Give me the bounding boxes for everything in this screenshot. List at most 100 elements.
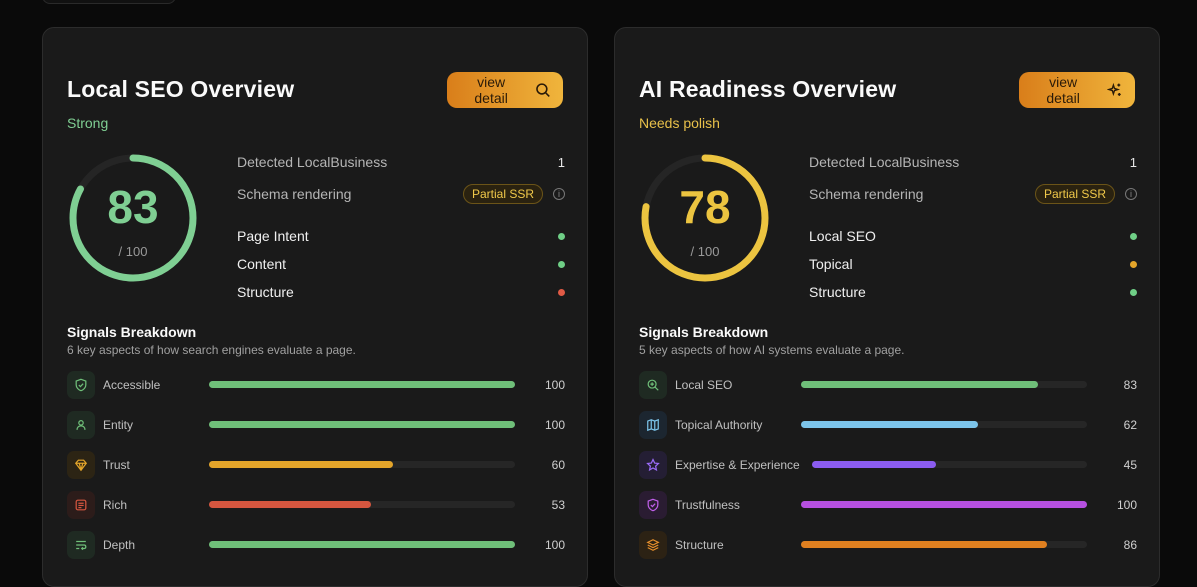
score-value: 78 [679, 181, 731, 233]
signal-row: Trust 60 [67, 451, 565, 479]
info-icon[interactable]: i [1125, 188, 1137, 200]
schema-badge: Partial SSR [462, 184, 543, 204]
signal-track [209, 461, 515, 468]
detected-label: Detected LocalBusiness [809, 154, 960, 170]
signal-row: Trustfulness 100 [639, 491, 1137, 519]
detected-label: Detected LocalBusiness [237, 154, 388, 170]
schema-badge: Partial SSR [1034, 184, 1115, 204]
schema-label: Schema rendering [809, 186, 924, 202]
signal-bar-fill [812, 461, 936, 468]
sparkles-icon [1107, 82, 1122, 97]
check-label: Page Intent [237, 228, 309, 244]
signal-track [812, 461, 1087, 468]
signal-value: 100 [544, 418, 565, 432]
signal-track [209, 421, 515, 428]
score-ring [69, 154, 197, 282]
signal-label: Expertise & Experience [675, 458, 800, 472]
check-label: Local SEO [809, 228, 876, 244]
signal-track [801, 381, 1087, 388]
status-dot [558, 232, 565, 240]
signal-label: Local SEO [675, 378, 733, 392]
wrap-text-icon [67, 531, 95, 559]
score-max: / 100 [118, 244, 148, 259]
diamond-icon [67, 451, 95, 479]
top-control-stub [42, 0, 176, 4]
signals-subtitle: 5 key aspects of how AI systems evaluate… [639, 343, 905, 357]
signal-track [209, 501, 515, 508]
schema-label: Schema rendering [237, 186, 352, 202]
score-max: / 100 [690, 244, 720, 259]
card-title: Local SEO Overview [67, 76, 295, 102]
signal-label: Entity [103, 418, 134, 432]
signal-bar-fill [209, 541, 515, 548]
score-gauge: 78 / 100 [639, 152, 771, 284]
status-dot [558, 260, 565, 268]
signal-row: Accessible 100 [67, 371, 565, 399]
shield-check-icon [639, 491, 667, 519]
signals-subtitle: 6 key aspects of how search engines eval… [67, 343, 356, 357]
signal-bar-fill [801, 501, 1087, 508]
signal-value: 100 [1116, 498, 1137, 512]
signal-label: Topical Authority [675, 418, 763, 432]
signal-label: Structure [675, 538, 724, 552]
search-icon [536, 83, 551, 97]
check-label: Content [237, 256, 287, 272]
signals-title: Signals Breakdown [639, 324, 769, 340]
signal-row: Expertise & Experience 45 [639, 451, 1137, 479]
signal-label: Rich [103, 498, 128, 512]
view-detail-label: view detail [474, 74, 508, 106]
signal-value: 83 [1123, 378, 1137, 392]
zoom-in-icon [639, 371, 667, 399]
list-box-icon [67, 491, 95, 519]
signal-value: 45 [1123, 458, 1137, 472]
ai-readiness-card: AI Readiness Overview Needs polish view … [614, 27, 1160, 587]
signal-track [209, 541, 515, 548]
detected-value: 1 [1129, 154, 1137, 170]
local-seo-card: Local SEO Overview Strong view detail 83… [42, 27, 588, 587]
signal-track [801, 541, 1087, 548]
signal-label: Trustfulness [675, 498, 740, 512]
status-dot [1130, 288, 1137, 296]
score-ring-arc [641, 154, 769, 282]
signal-label: Trust [103, 458, 130, 472]
check-label: Structure [237, 284, 294, 300]
card-title: AI Readiness Overview [639, 76, 897, 102]
check-label: Topical [809, 256, 853, 272]
info-icon[interactable]: i [553, 188, 565, 200]
signal-row: Topical Authority 62 [639, 411, 1137, 439]
view-detail-button[interactable]: view detail [1019, 72, 1135, 108]
status-dot [558, 288, 565, 296]
signal-bar-fill [801, 421, 979, 428]
score-gauge: 83 / 100 [67, 152, 199, 284]
view-detail-button[interactable]: view detail [447, 72, 563, 108]
signal-row: Local SEO 83 [639, 371, 1137, 399]
status-dot [1130, 232, 1137, 240]
score-value: 83 [107, 181, 159, 233]
signal-bar-fill [209, 421, 515, 428]
signal-value: 60 [551, 458, 565, 472]
signal-row: Entity 100 [67, 411, 565, 439]
signal-value: 62 [1123, 418, 1137, 432]
map-icon [639, 411, 667, 439]
signal-label: Depth [103, 538, 136, 552]
detected-value: 1 [557, 154, 565, 170]
score-ring-arc [69, 154, 197, 282]
signal-row: Structure 86 [639, 531, 1137, 559]
signal-value: 100 [544, 538, 565, 552]
signal-track [209, 381, 515, 388]
star-icon [639, 451, 667, 479]
signal-bar-fill [209, 381, 515, 388]
signal-value: 100 [544, 378, 565, 392]
score-ring [641, 154, 769, 282]
user-icon [67, 411, 95, 439]
signal-bar-fill [209, 501, 372, 508]
signal-row: Rich 53 [67, 491, 565, 519]
signal-bar-fill [209, 461, 393, 468]
check-label: Structure [809, 284, 866, 300]
signals-title: Signals Breakdown [67, 324, 197, 340]
status-label: Strong [67, 115, 109, 131]
signal-value: 53 [551, 498, 565, 512]
signal-value: 86 [1123, 538, 1137, 552]
signal-track [801, 501, 1087, 508]
status-dot [1130, 260, 1137, 268]
